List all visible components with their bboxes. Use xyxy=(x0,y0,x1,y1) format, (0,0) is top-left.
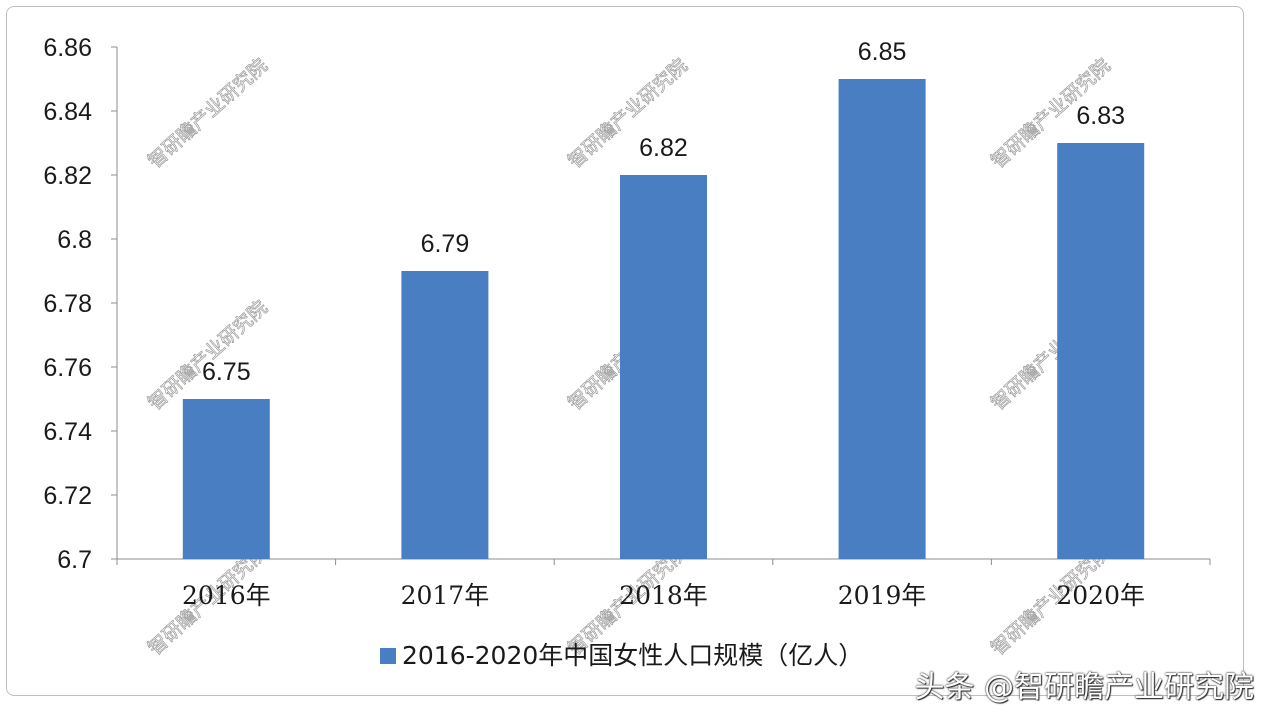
data-label: 6.82 xyxy=(639,134,688,162)
bar xyxy=(182,399,270,559)
y-axis: 6.86 6.84 6.82 6.8 6.78 6.76 6.74 6.72 6.7 xyxy=(43,34,118,574)
y-tick-label: 6.82 xyxy=(43,162,92,190)
y-tick-label: 6.7 xyxy=(57,546,92,574)
x-tick-label: 2016年 xyxy=(182,581,271,610)
legend: 2016-2020年中国女性人口规模（亿人） xyxy=(380,641,863,670)
x-tick-label: 2020年 xyxy=(1056,581,1145,610)
y-tick-label: 6.78 xyxy=(43,290,92,318)
data-label: 6.83 xyxy=(1076,102,1125,130)
y-tick-label: 6.76 xyxy=(43,354,92,382)
legend-label: 2016-2020年中国女性人口规模（亿人） xyxy=(402,641,863,670)
watermark-text: 智研瞻产业研究院 xyxy=(144,297,272,415)
x-axis: 2016年 2017年 2018年 2019年 2020年 xyxy=(116,558,1211,610)
data-label: 6.75 xyxy=(202,358,251,386)
bar xyxy=(401,271,489,559)
data-labels: 6.75 6.79 6.82 6.85 6.83 xyxy=(202,38,1125,386)
data-label: 6.79 xyxy=(421,230,470,258)
y-tick-label: 6.74 xyxy=(43,418,92,446)
bar xyxy=(1057,143,1145,559)
legend-swatch xyxy=(380,648,396,664)
y-tick-label: 6.84 xyxy=(43,98,92,126)
x-tick-label: 2019年 xyxy=(838,581,927,610)
watermark-text: 智研瞻产业研究院 xyxy=(144,55,272,173)
x-tick-label: 2018年 xyxy=(619,581,708,610)
y-tick-label: 6.8 xyxy=(57,226,92,254)
bars xyxy=(182,79,1145,559)
y-tick-label: 6.86 xyxy=(43,34,92,62)
bar xyxy=(620,175,707,559)
data-label: 6.85 xyxy=(858,38,907,66)
bar xyxy=(838,79,926,559)
source-credit: 头条 @智研瞻产业研究院 xyxy=(914,670,1254,705)
y-tick-label: 6.72 xyxy=(43,482,92,510)
x-tick-label: 2017年 xyxy=(401,581,490,610)
